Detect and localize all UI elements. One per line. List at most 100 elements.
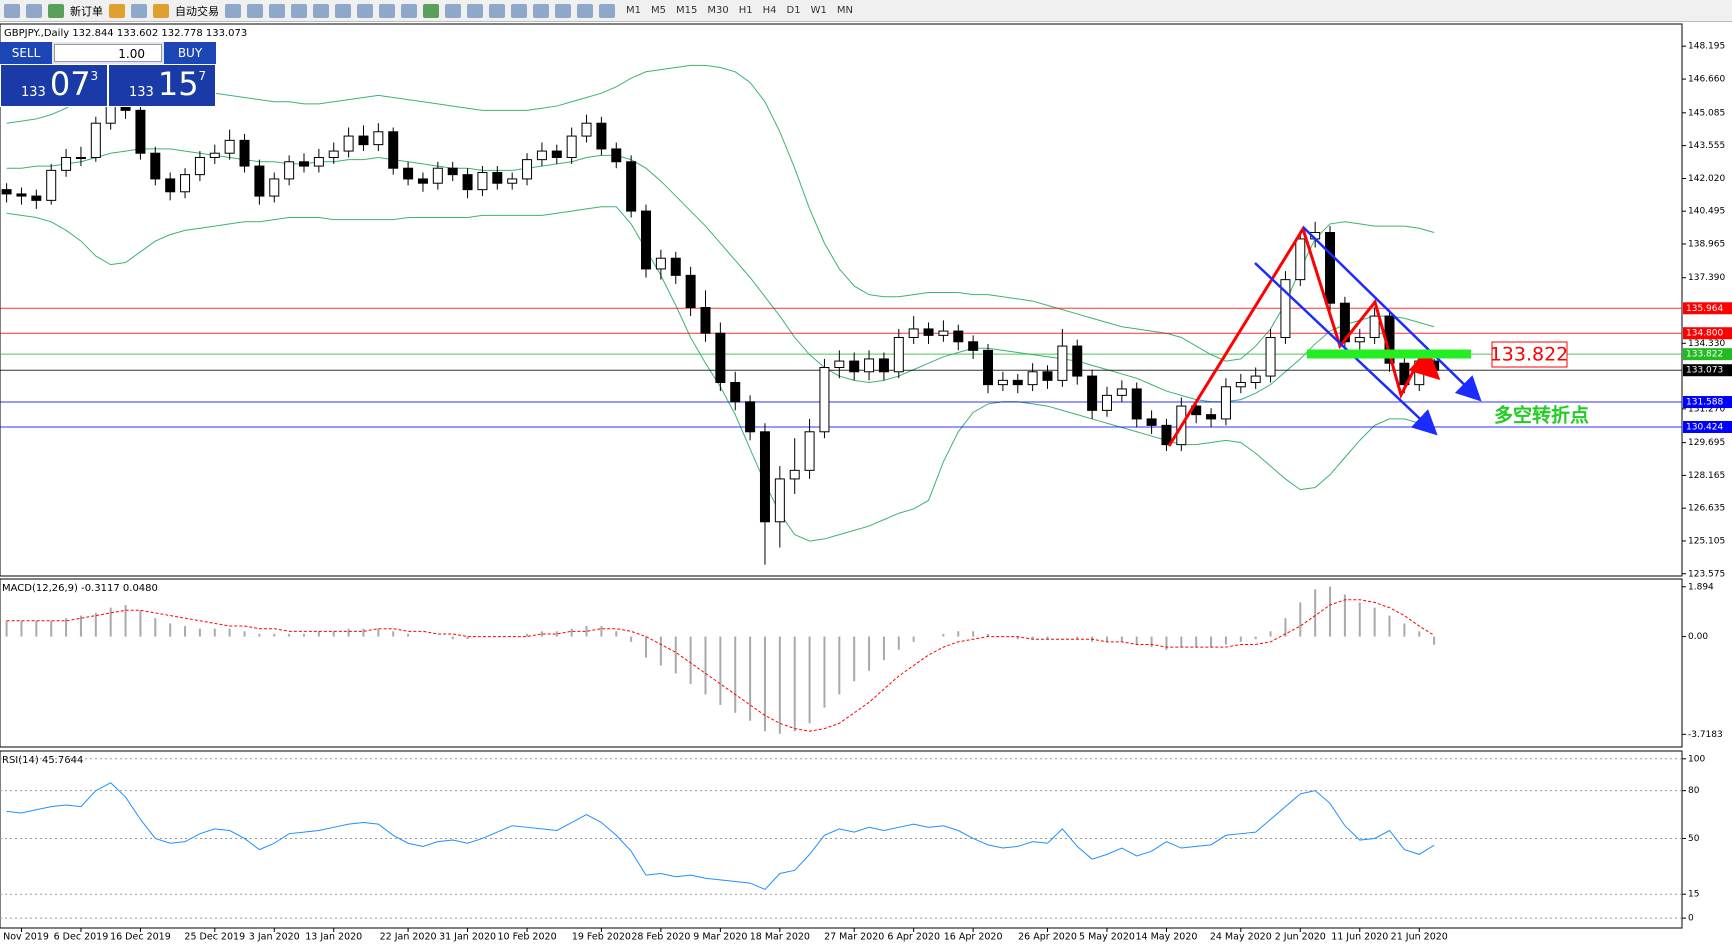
- candle-body: [1280, 279, 1291, 338]
- candle-body: [388, 131, 399, 169]
- buy-price[interactable]: 133 15 7: [108, 64, 216, 107]
- icon[interactable]: [247, 3, 263, 18]
- candle-body: [180, 174, 191, 193]
- macd-bar: [79, 615, 82, 637]
- icon[interactable]: [225, 3, 241, 18]
- candle-body: [1027, 371, 1038, 386]
- macd-bar: [228, 628, 231, 637]
- icon[interactable]: [357, 3, 373, 18]
- timeframe[interactable]: H4: [762, 5, 777, 16]
- macd-panel: [0, 578, 1683, 748]
- macd-bar: [20, 620, 23, 637]
- icon[interactable]: [423, 3, 439, 18]
- y-tick-label: 137.390: [1688, 273, 1725, 283]
- icon[interactable]: [489, 3, 505, 18]
- icon[interactable]: [291, 3, 307, 18]
- timeframe[interactable]: M30: [707, 5, 729, 16]
- timeframe[interactable]: M15: [676, 5, 698, 16]
- candle-body: [90, 122, 101, 158]
- x-tick-label: 5 May 2020: [1079, 932, 1135, 943]
- auto-icon[interactable]: [153, 3, 169, 18]
- macd-bar: [466, 636, 469, 640]
- new-order[interactable]: 新订单: [70, 4, 103, 18]
- timeframe[interactable]: MN: [836, 5, 853, 16]
- candle-body: [745, 401, 756, 433]
- icon[interactable]: [511, 3, 527, 18]
- y-tick-label: 146.660: [1688, 75, 1725, 85]
- macd-bar: [659, 636, 662, 666]
- macd-bar: [332, 631, 335, 637]
- sell-button[interactable]: SELL: [0, 42, 52, 64]
- candle-body: [299, 161, 309, 167]
- x-tick-label: 16 Dec 2019: [110, 932, 171, 943]
- icon[interactable]: [109, 3, 125, 18]
- icon[interactable]: [335, 3, 351, 18]
- macd-bar: [689, 636, 692, 684]
- sell-price[interactable]: 133 07 3: [0, 64, 108, 107]
- candle-body: [685, 274, 696, 309]
- candle-body: [1295, 238, 1306, 281]
- level-tag: [1683, 348, 1732, 361]
- candle-body: [403, 167, 414, 180]
- candle-body: [641, 210, 652, 270]
- candle-body: [983, 349, 994, 386]
- buy-button[interactable]: BUY: [164, 42, 216, 64]
- macd-bar: [1418, 631, 1421, 637]
- icon[interactable]: [599, 3, 615, 18]
- candle-body: [849, 360, 860, 373]
- candle-body: [328, 150, 339, 158]
- new-order-icon[interactable]: [48, 3, 64, 18]
- macd-bar: [109, 607, 112, 637]
- candle-body: [1325, 232, 1336, 304]
- candle-body: [700, 307, 711, 334]
- x-tick-label: 26 Apr 2020: [1018, 932, 1077, 943]
- icon[interactable]: [269, 3, 285, 18]
- candle-body: [1161, 424, 1172, 446]
- panels: [0, 23, 1683, 929]
- icon[interactable]: [379, 3, 395, 18]
- icon[interactable]: [131, 3, 147, 18]
- x-tick-label: 9 Mar 2020: [693, 932, 747, 943]
- timeframe[interactable]: H1: [738, 5, 753, 16]
- channel-lower: [1254, 262, 1438, 436]
- x-tick-label: 14 May 2020: [1135, 932, 1197, 943]
- icon[interactable]: [533, 3, 549, 18]
- macd-bar: [65, 618, 68, 637]
- macd-bar: [645, 636, 648, 658]
- candle-body: [804, 431, 815, 471]
- candle-body: [893, 337, 904, 373]
- timeframe[interactable]: M5: [651, 5, 666, 16]
- candle-body: [1220, 386, 1231, 420]
- icon[interactable]: [577, 3, 593, 18]
- macd-bar: [154, 618, 157, 637]
- x-tick-label: 22 Jan 2020: [380, 932, 437, 943]
- auto-trading[interactable]: 自动交易: [175, 4, 219, 18]
- macd-bar: [972, 631, 975, 637]
- lot-input[interactable]: 1.00: [54, 44, 162, 62]
- candle-body: [477, 172, 488, 191]
- icon[interactable]: [467, 3, 483, 18]
- icon[interactable]: [4, 3, 20, 18]
- x-tick-label: 31 Jan 2020: [439, 932, 496, 943]
- candle-body: [774, 478, 785, 523]
- candle-body: [864, 358, 875, 373]
- timeframe[interactable]: W1: [810, 5, 827, 16]
- price-small: 7: [198, 69, 207, 83]
- macd-bar: [1269, 631, 1272, 637]
- icon[interactable]: [313, 3, 329, 18]
- macd-bar: [451, 636, 454, 640]
- icon[interactable]: [445, 3, 461, 18]
- timeframe[interactable]: M1: [626, 5, 641, 16]
- icon[interactable]: [26, 3, 42, 18]
- candle-body: [1131, 388, 1142, 420]
- candle-body: [254, 165, 265, 197]
- level-label: 133.073: [1686, 366, 1723, 376]
- timeframe[interactable]: D1: [786, 5, 801, 16]
- macd-bar: [1105, 636, 1108, 642]
- y-tick-label: 142.020: [1688, 174, 1725, 184]
- icon[interactable]: [401, 3, 417, 18]
- icon[interactable]: [555, 3, 571, 18]
- x-tick-label: 24 May 2020: [1210, 932, 1272, 943]
- price-main: 15: [157, 65, 199, 103]
